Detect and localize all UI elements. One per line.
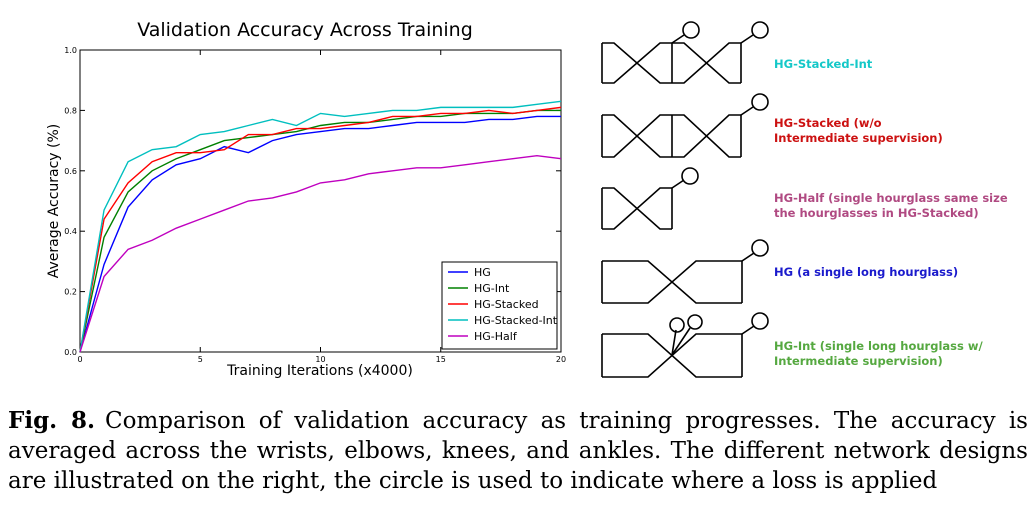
loss-circle xyxy=(751,239,769,257)
caption-label: Fig. 8. xyxy=(8,407,96,434)
loss-circle xyxy=(751,93,769,111)
loss-circle xyxy=(687,314,703,330)
diagram-hg-int xyxy=(601,312,769,378)
y-tick-label: 0.2 xyxy=(64,288,77,297)
figure-caption: Fig. 8. Comparison of validation accuracy… xyxy=(8,406,1028,496)
diagram-hg-half xyxy=(601,167,699,230)
chart-title: Validation Accuracy Across Training xyxy=(137,19,473,41)
y-tick-label: 1.0 xyxy=(64,46,77,55)
figure: Validation Accuracy Across Training 0 5 10… xyxy=(46,19,1012,379)
y-axis-label: Average Accuracy (%) xyxy=(46,124,62,279)
caption-text: Comparison of validation accuracy as tra… xyxy=(8,408,1028,494)
x-tick-label: 0 xyxy=(77,355,82,364)
legend: HG HG-Int HG-Stacked HG-Stacked-Int HG-Half xyxy=(441,261,558,350)
design-label-hg-half: HG-Half (single hourglass same size the … xyxy=(774,191,1012,220)
series-line-hg-int xyxy=(79,109,561,353)
axis-ticks: 0 5 10 15 20 0.0 0.2 0.4 0.6 0.8 1.0 xyxy=(64,46,566,364)
legend-entry: HG-Int xyxy=(474,282,510,295)
diagram-hg-stacked-int xyxy=(601,21,769,84)
legend-entry: HG-Half xyxy=(474,330,518,343)
diagram-hg-stacked xyxy=(601,93,769,158)
x-tick-label: 10 xyxy=(315,355,325,364)
x-axis-label: Training Iterations (x4000) xyxy=(226,363,413,379)
design-label-hg-stacked: HG-Stacked (w/o Intermediate supervision… xyxy=(774,116,943,145)
series-line-hg-stacked xyxy=(79,106,562,353)
diagram-hg xyxy=(601,239,769,304)
line-chart: Validation Accuracy Across Training 0 5 10… xyxy=(46,19,566,379)
y-tick-label: 0.8 xyxy=(64,106,77,115)
y-tick-label: 0.6 xyxy=(64,167,77,176)
design-label-hg-int: HG-Int (single long hourglass w/ Interme… xyxy=(774,339,987,368)
series-lines xyxy=(79,100,562,353)
legend-entry: HG xyxy=(474,266,491,279)
y-tick-label: 0.0 xyxy=(64,348,77,357)
legend-box xyxy=(441,261,558,350)
legend-entry: HG-Stacked-Int xyxy=(474,314,558,327)
design-label-hg-stacked-int: HG-Stacked-Int xyxy=(774,57,873,71)
network-design-diagrams xyxy=(601,21,769,378)
loss-circle xyxy=(681,167,699,185)
design-label-hg: HG (a single long hourglass) xyxy=(774,265,958,279)
legend-entry: HG-Stacked xyxy=(474,298,539,311)
design-labels: HG-Stacked-Int HG-Stacked (w/o Intermedi… xyxy=(774,57,1012,368)
loss-circle xyxy=(751,312,769,330)
x-tick-label: 20 xyxy=(556,355,566,364)
series-line-hg xyxy=(79,115,561,353)
x-tick-label: 5 xyxy=(198,355,203,364)
loss-circle xyxy=(669,317,685,333)
loss-circle xyxy=(751,21,769,39)
x-tick-label: 15 xyxy=(436,355,446,364)
series-line-hg-stacked-int xyxy=(79,100,562,353)
series-line-hg-half xyxy=(79,154,562,353)
y-tick-label: 0.4 xyxy=(64,227,77,236)
loss-circle xyxy=(682,21,700,39)
